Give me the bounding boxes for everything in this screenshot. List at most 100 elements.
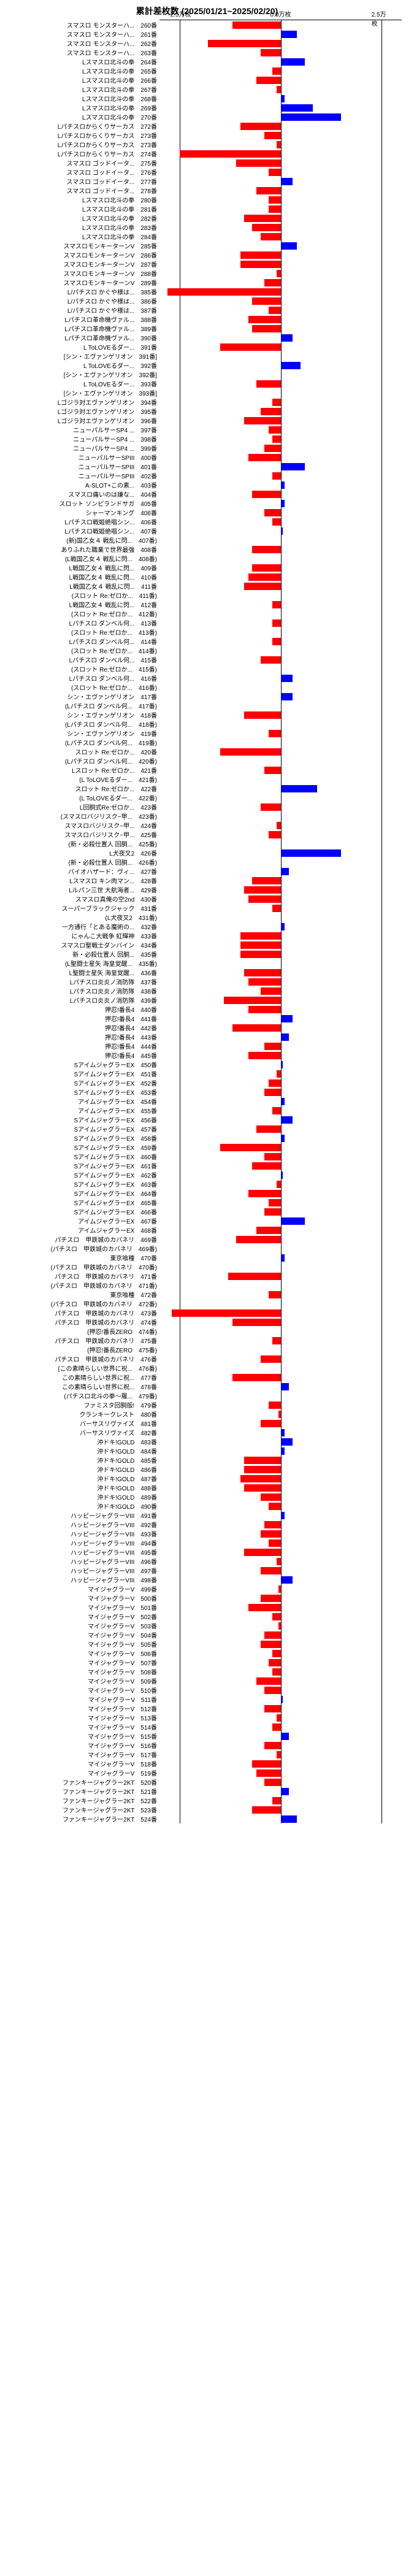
bar <box>281 693 293 700</box>
row-label: ハッピージャグラーVIII 497番 <box>0 1566 157 1575</box>
chart-row: [シン・エヴァンゲリオン 393番] <box>159 388 402 397</box>
bar <box>281 463 305 470</box>
bar <box>281 242 297 250</box>
chart-row: ハッピージャグラーVIII 491番 <box>159 1511 402 1520</box>
row-label: ニューパルサーSP4 ... 399番 <box>0 443 157 453</box>
chart-row: 沖ドキ!GOLD 488番 <box>159 1483 402 1492</box>
row-label: ニューパルサーSPIII 400番 <box>0 453 157 462</box>
bar <box>172 1309 281 1317</box>
bar <box>269 196 281 204</box>
bar <box>264 1742 280 1749</box>
bar <box>269 1079 281 1087</box>
bar <box>272 638 280 645</box>
bar <box>167 288 280 296</box>
row-label: SアイムジャグラーEX 452番 <box>0 1078 157 1087</box>
row-label: スマスロ ゴッドイータ... 278番 <box>0 186 157 195</box>
chart-row: ハッピージャグラーVIII 494番 <box>159 1538 402 1547</box>
row-label: 押忍!番長4 442番 <box>0 1023 157 1032</box>
chart-row: スロット Re:ゼロか... 422番 <box>159 784 402 793</box>
chart-row: クランキークレスト 480番 <box>159 1409 402 1419</box>
row-label: マイジャグラーV 499番 <box>0 1584 157 1593</box>
row-label: にゃんこ大戦争 虹輝神 433番 <box>0 931 157 940</box>
bar <box>269 169 281 176</box>
bar <box>281 1061 283 1068</box>
row-label: ハッピージャグラーVIII 494番 <box>0 1538 157 1547</box>
bar <box>269 1199 281 1206</box>
chart-row: パチスロ 甲鉄城のカバネリ 476番 <box>159 1354 402 1363</box>
row-label: (新)国乙女４ 戦乱に閃... 407番) <box>0 535 157 545</box>
chart-row: ニューパルサーSPIII 400番 <box>159 453 402 462</box>
chart-row: スマスロ聖戦士ダンバイン 434番 <box>159 940 402 949</box>
bar <box>256 77 281 84</box>
chart-row: ハッピージャグラーVIII 492番 <box>159 1520 402 1529</box>
row-label: (スロット Re:ゼロか... 416番) <box>0 683 157 692</box>
row-label: Lスマスロ北斗の拳 284番 <box>0 232 157 241</box>
row-label: Lパチスロ炎炎ノ消防隊 439番 <box>0 995 157 1005</box>
chart-row: 沖ドキ!GOLD 484番 <box>159 1446 402 1455</box>
row-label: 沖ドキ!GOLD 484番 <box>0 1446 157 1455</box>
row-label: Lゴジラ対エヴァンゲリオン 394番 <box>0 397 157 407</box>
chart-row: (スロット Re:ゼロか... 415番) <box>159 664 402 673</box>
row-label: ニューパルサーSP4 ... 397番 <box>0 425 157 434</box>
bar <box>244 1457 280 1464</box>
row-label: SアイムジャグラーEX 458番 <box>0 1133 157 1143</box>
row-label: (Lパチスロ ダンベル何... 418番) <box>0 719 157 729</box>
bar <box>281 1015 293 1022</box>
row-label: 東京喰種 472番 <box>0 1290 157 1299</box>
bar <box>281 1135 285 1142</box>
chart-row: {押忍!番長ZERO 475番} <box>159 1345 402 1354</box>
row-label: ニューパルサーSPIII 401番 <box>0 462 157 471</box>
row-label: マイジャグラーV 509番 <box>0 1676 157 1685</box>
row-label: {この素晴らしい世界に祝... 476番} <box>0 1363 157 1373</box>
row-label: Lスマスロ北斗の拳 267番 <box>0 85 157 94</box>
chart-row: マイジャグラーV 500番 <box>159 1593 402 1603</box>
row-label: Lパチスロ炎炎ノ消防隊 437番 <box>0 977 157 986</box>
row-label: (新・必殺仕置人 回胴... 425番) <box>0 839 157 848</box>
chart-row: ハッピージャグラーVIII 497番 <box>159 1566 402 1575</box>
row-label: スマスロモンキーターンV 285番 <box>0 241 157 250</box>
chart-row: SアイムジャグラーEX 465番 <box>159 1198 402 1207</box>
row-label: この素晴らしい世界に祝... 477番 <box>0 1373 157 1382</box>
row-label: マイジャグラーV 501番 <box>0 1603 157 1612</box>
bar <box>244 886 280 894</box>
chart-row: Lパチスロからくりサーカス 273番 <box>159 140 402 149</box>
row-label: Lスマスロ北斗の拳 266番 <box>0 75 157 85</box>
row-label: マイジャグラーV 516番 <box>0 1741 157 1750</box>
bar <box>261 1641 281 1648</box>
chart-row: (スロット Re:ゼロか... 413番) <box>159 627 402 637</box>
chart-row: 新・必殺仕置人 回胴... 435番 <box>159 949 402 959</box>
bar <box>277 86 281 93</box>
chart-row: ハッピージャグラーVIII 498番 <box>159 1575 402 1584</box>
bar <box>281 31 297 38</box>
row-label: SアイムジャグラーEX 460番 <box>0 1152 157 1161</box>
row-label: Lスマスロ北斗の拳 280番 <box>0 195 157 204</box>
row-label: スロット Re:ゼロか... 422番 <box>0 784 157 793</box>
chart-row: (パチスロ 甲鉄城のカバネリ 470番) <box>159 1262 402 1271</box>
row-label: マイジャグラーV 507番 <box>0 1658 157 1667</box>
chart-row: スマスロモンキーターンV 286番 <box>159 250 402 259</box>
bar <box>272 905 280 912</box>
bar <box>261 233 281 240</box>
bar <box>248 1052 281 1059</box>
row-label: Lスマスロ北斗の拳 269番 <box>0 103 157 112</box>
row-label: ハッピージャグラーVIII 495番 <box>0 1547 157 1557</box>
chart-row: {この素晴らしい世界に祝... 476番} <box>159 1363 402 1373</box>
chart-row: Lスロット Re:ゼロか... 421番 <box>159 765 402 775</box>
chart-row: 沖ドキ!GOLD 486番 <box>159 1465 402 1474</box>
bar <box>272 1337 280 1344</box>
chart-row: マイジャグラーV 516番 <box>159 1741 402 1750</box>
row-label: (スロット Re:ゼロか... 414番) <box>0 646 157 655</box>
row-label: パチスロ 甲鉄城のカバネリ 476番 <box>0 1354 157 1363</box>
chart-row: SアイムジャグラーEX 462番 <box>159 1170 402 1179</box>
row-label: A-SLOT+この素... 403番 <box>0 480 157 489</box>
chart-row: 押忍!番長4 440番 <box>159 1005 402 1014</box>
bar <box>244 215 280 222</box>
row-label: ファンキージャグラー2KT 520番 <box>0 1777 157 1787</box>
bar <box>240 123 281 130</box>
bar <box>281 1254 285 1262</box>
chart-row: ありふれた職業で世界最強 408番 <box>159 545 402 554</box>
row-label: マイジャグラーV 511番 <box>0 1695 157 1704</box>
chart-row: Lスマスロ北斗の拳 280番 <box>159 195 402 204</box>
chart-row: ファンキージャグラー2KT 522番 <box>159 1796 402 1805</box>
chart-row: SアイムジャグラーEX 458番 <box>159 1133 402 1143</box>
